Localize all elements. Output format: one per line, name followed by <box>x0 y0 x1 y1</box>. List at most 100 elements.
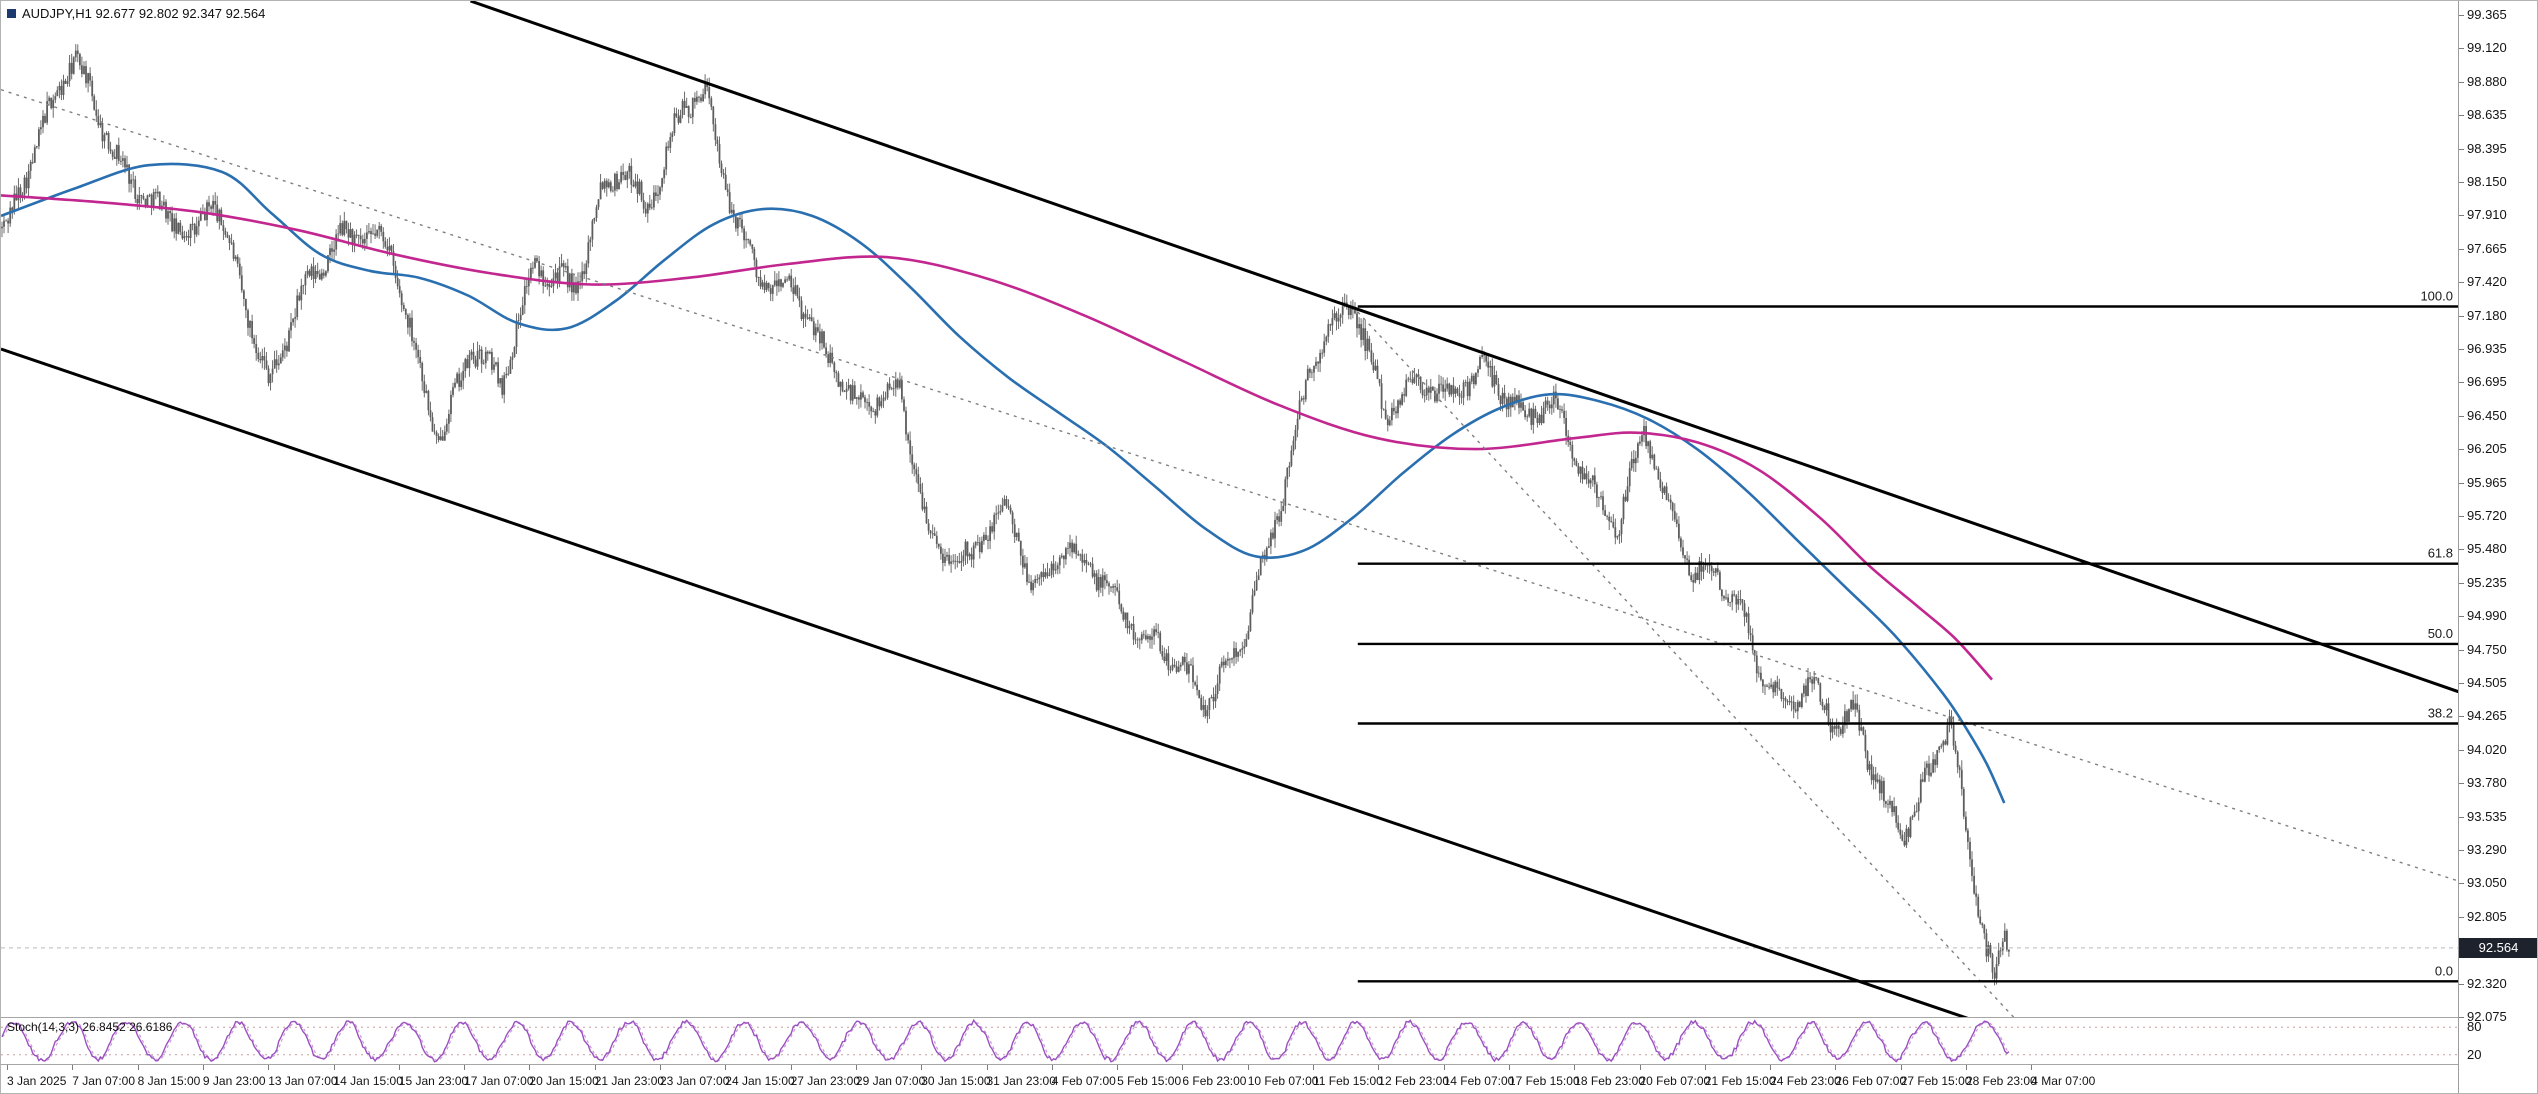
price-axis-tick <box>2459 616 2464 618</box>
time-axis-label: 20 Jan 15:00 <box>529 1074 599 1088</box>
price-axis-tick <box>2459 15 2464 16</box>
time-axis-label: 3 Jan 2025 <box>7 1074 67 1088</box>
time-axis-tick <box>1117 1065 1119 1070</box>
pane-separator-top[interactable] <box>1 1017 2537 1018</box>
time-axis-tick <box>986 1065 988 1070</box>
time-axis-label: 13 Jan 07:00 <box>268 1074 338 1088</box>
price-axis-tick <box>2459 916 2464 918</box>
price-axis-tick <box>2459 582 2464 584</box>
time-axis-label: 15 Jan 23:00 <box>398 1074 469 1088</box>
stochastic-chart[interactable] <box>1 1018 2459 1064</box>
price-axis-tick <box>2459 182 2464 183</box>
time-axis-label: 12 Feb 23:00 <box>1378 1074 1450 1088</box>
time-axis-tick <box>594 1065 596 1070</box>
time-axis-label: 14 Jan 15:00 <box>333 1074 403 1088</box>
time-axis-tick <box>2031 1065 2033 1070</box>
price-axis-label: 98.150 <box>2467 174 2507 189</box>
indicator-level-label: 20 <box>2467 1046 2482 1062</box>
price-axis-label: 94.020 <box>2467 741 2507 757</box>
pane-separator-bottom[interactable] <box>1 1064 2537 1065</box>
time-axis-label: 5 Feb 15:00 <box>1117 1074 1182 1088</box>
time-axis-label: 20 Feb 07:00 <box>1639 1074 1711 1088</box>
price-axis-label: 94.750 <box>2467 641 2507 657</box>
time-axis-tick <box>72 1065 74 1070</box>
price-axis-label: 92.320 <box>2467 975 2507 991</box>
time-axis-label: 18 Feb 23:00 <box>1574 1074 1645 1088</box>
price-axis-label: 95.965 <box>2467 474 2507 490</box>
price-axis-tick <box>2459 449 2464 451</box>
price-axis-label: 93.050 <box>2467 875 2507 891</box>
price-axis-tick <box>2459 716 2464 718</box>
time-axis-tick <box>1378 1065 1380 1070</box>
price-axis-tick <box>2459 115 2464 117</box>
time-axis-tick <box>464 1065 466 1070</box>
time-axis-label: 29 Jan 07:00 <box>855 1074 926 1088</box>
price-axis-label: 98.635 <box>2467 107 2507 123</box>
time-axis-tick <box>137 1065 139 1070</box>
time-axis-tick <box>1900 1065 1902 1070</box>
time-axis-label: 8 Jan 15:00 <box>137 1074 201 1088</box>
price-axis-tick <box>2459 382 2464 384</box>
time-axis-label: 4 Mar 07:00 <box>2031 1074 2096 1088</box>
time-axis-label: 31 Jan 23:00 <box>986 1074 1056 1088</box>
price-axis-label: 97.420 <box>2467 274 2507 290</box>
time-axis-tick <box>725 1065 727 1070</box>
time-axis-tick <box>1051 1065 1053 1070</box>
price-axis-label: 92.075 <box>2467 1009 2507 1024</box>
price-axis-label: 98.880 <box>2467 73 2507 89</box>
price-axis-label: 95.480 <box>2467 541 2507 557</box>
time-axis-label: 24 Jan 15:00 <box>725 1074 795 1088</box>
indicator-level-label: 80 <box>2467 1019 2482 1035</box>
price-pane[interactable]: 100.0 61.8 50.0 38.2 0.0 <box>1 1 2459 1017</box>
symbol-ohlc-label: AUDJPY,H1 92.677 92.802 92.347 92.564 <box>7 6 265 21</box>
price-axis-tick <box>2459 816 2464 818</box>
price-axis[interactable]: 92.564 99.365 99.120 98.880 98.635 98.395 98.… <box>2458 1 2537 1093</box>
price-axis-tick <box>2459 48 2464 50</box>
price-axis-label: 97.910 <box>2467 207 2507 223</box>
price-axis-label: 94.990 <box>2467 608 2507 624</box>
price-axis-tick <box>2459 415 2464 417</box>
price-axis-tick <box>2459 148 2464 150</box>
price-axis-label: 96.695 <box>2467 374 2507 390</box>
indicator-label: Stoch(14,3,3) 26.8452 26.6186 <box>7 1020 173 1034</box>
time-axis-label: 21 Jan 23:00 <box>594 1074 665 1088</box>
time-axis-label: 24 Feb 23:00 <box>1770 1074 1841 1088</box>
svg-text:0.0: 0.0 <box>2435 963 2453 978</box>
time-axis-label: 26 Feb 07:00 <box>1835 1074 1907 1088</box>
price-axis-label: 96.450 <box>2467 407 2507 423</box>
price-axis-label: 95.720 <box>2467 508 2507 523</box>
price-axis-label: 99.120 <box>2467 40 2507 56</box>
time-axis-label: 17 Jan 07:00 <box>464 1074 534 1088</box>
time-axis-tick <box>1247 1065 1249 1070</box>
candlestick-chart[interactable]: 100.0 61.8 50.0 38.2 0.0 <box>1 1 2459 1017</box>
price-axis-tick <box>2459 215 2464 217</box>
time-axis-label: 4 Feb 07:00 <box>1051 1074 1116 1088</box>
price-axis-label: 99.365 <box>2467 7 2507 22</box>
time-axis-tick <box>1966 1065 1967 1070</box>
price-axis-tick <box>2459 649 2464 651</box>
time-axis-tick <box>1770 1065 1772 1070</box>
time-axis-tick <box>1443 1065 1445 1070</box>
time-axis-tick <box>1508 1065 1510 1070</box>
price-axis-label: 94.265 <box>2467 708 2507 724</box>
time-axis-tick <box>790 1065 792 1070</box>
indicator-pane[interactable] <box>1 1018 2459 1064</box>
price-axis-tick <box>2459 783 2464 785</box>
time-axis-label: 10 Feb 07:00 <box>1247 1074 1319 1088</box>
price-axis-tick <box>2459 282 2464 284</box>
time-axis-label: 27 Feb 15:00 <box>1900 1074 1972 1088</box>
time-axis-tick <box>1704 1065 1706 1070</box>
price-axis-label: 93.290 <box>2467 842 2507 857</box>
time-axis[interactable]: 3 Jan 2025 7 Jan 07:00 8 Jan 15:00 9 Jan 23… <box>1 1065 2460 1093</box>
time-axis-label: 27 Jan 23:00 <box>790 1074 860 1088</box>
time-axis-tick <box>660 1065 661 1070</box>
price-axis-tick <box>2459 549 2464 551</box>
price-axis-label: 98.395 <box>2467 140 2507 156</box>
symbol-marker-icon <box>7 9 16 18</box>
time-axis-label: 7 Jan 07:00 <box>72 1074 136 1088</box>
price-axis-tick <box>2459 482 2464 484</box>
price-axis-label: 92.805 <box>2467 908 2507 924</box>
time-axis-label: 17 Feb 15:00 <box>1508 1074 1580 1088</box>
svg-text:50.0: 50.0 <box>2428 626 2453 641</box>
